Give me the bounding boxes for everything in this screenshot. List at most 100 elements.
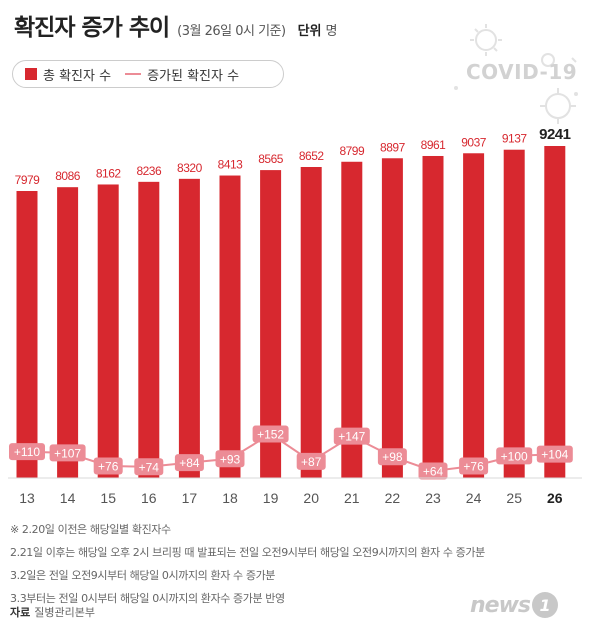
x-tick-label: 25 [506,490,522,506]
bar-value-label: 8565 [258,152,284,166]
bar [463,153,485,478]
bar [16,191,38,478]
x-tick-label: 18 [222,490,238,506]
bar [97,184,119,478]
increase-label: +87 [301,455,322,469]
legend: 총 확진자 수 증가된 확진자 수 [12,60,284,88]
bar-value-label: 8086 [55,169,81,183]
note-line: 3.2일은 전일 오전9시부터 해당일 0시까지의 환자 수 증가분 [10,569,276,582]
note-line: 3.3부터는 전일 0시부터 해당일 0시까지의 환자수 증가분 반영 [10,592,285,605]
x-tick-label: 22 [385,490,401,506]
increase-label-box [93,457,123,475]
virus-icon [454,24,578,124]
increase-label: +152 [257,428,284,442]
increase-label-box [333,427,370,445]
increase-label: +98 [382,450,403,464]
bar [381,158,403,479]
bar-value-label: 9037 [461,135,487,149]
source-value: 질병관리본부 [34,606,95,619]
increase-label: +64 [423,465,444,479]
x-tick-label: 24 [466,490,482,506]
bar [422,155,444,479]
note-line: 2.21일 이후는 해당일 오후 2시 브리핑 때 발표되는 전일 오전9시부터… [10,546,485,559]
chart-subtitle: (3월 26일 0시 기준) [177,24,286,39]
x-tick-label: 21 [344,490,360,506]
chart-area: 7979 8086 8162 8236 8320 8413 8565 8652 8799 8897… [8,126,582,506]
bar-value-label: 8162 [96,166,122,180]
legend-line-swatch [125,73,142,75]
increase-label-box [459,457,489,475]
increase-label: +76 [98,459,119,473]
increase-label: +110 [14,445,40,459]
increase-label: +100 [501,449,528,463]
increase-labels-group: +110 +107 +76 +74 +84 +93 +152 +87 +147 +98 +64 +76… [9,425,573,480]
logo-text: news [470,592,531,618]
increase-label-box [215,450,245,468]
bar [544,146,566,478]
bar [300,167,322,478]
bar-value-label: 9241 [539,126,571,143]
bar [178,178,200,478]
x-tick-label: 13 [19,490,35,506]
increase-label: +76 [463,459,484,473]
increase-label: +93 [220,452,241,466]
increase-label-box [174,454,204,472]
increase-label-box [377,448,407,466]
increase-label-box [296,452,326,470]
unit-note: 단위 명 [298,20,338,39]
x-tick-label: 23 [425,490,441,506]
logo-badge: 1 [532,592,559,618]
legend-item-bar: 총 확진자 수 [25,65,111,84]
unit-value: 명 [325,24,338,39]
x-tick-label: 20 [303,490,319,506]
increase-label-box [418,462,448,480]
legend-bar-label: 총 확진자 수 [43,68,112,84]
covid-text: COVID-19 [466,60,578,84]
bar-value-label: 8652 [299,149,325,163]
bar-value-label: 8897 [380,140,406,154]
increase-label-box [9,443,45,461]
title-row: 확진자 증가 추이 (3월 26일 0시 기준) 단위 명 [14,8,337,42]
x-tick-label: 26 [547,490,563,506]
bar-value-label: 8961 [421,138,447,152]
source-label: 자료 [10,606,31,619]
source: 자료 질병관리본부 [10,604,95,620]
bar [260,170,282,478]
bar [503,149,525,478]
bar [219,175,241,478]
legend-item-line: 증가된 확진자 수 [125,65,239,84]
bar [138,181,160,478]
x-tick-label: 16 [141,490,157,506]
increase-label: +104 [541,448,568,462]
bar-value-label: 8236 [136,164,162,178]
chart-title: 확진자 증가 추이 [14,15,170,41]
bar [57,187,79,478]
increase-label: +84 [179,456,200,470]
increase-label: +74 [139,460,160,474]
x-tick-label: 14 [60,490,76,506]
increase-label-box [252,425,289,443]
legend-bar-swatch [25,68,37,80]
legend-line-label: 증가된 확진자 수 [147,68,240,84]
bar-value-label: 7979 [15,173,41,187]
bar [341,161,363,479]
bar-value-label: 8413 [218,158,244,172]
increase-label: +147 [338,430,365,444]
bars-group [16,146,566,479]
news1-logo: news 1 [470,592,559,618]
unit-label: 단위 [297,24,322,39]
note-line: ※ 2.20일 이전은 해당일별 확진자수 [10,523,171,536]
x-tick-label: 15 [100,490,116,506]
increase-label: +107 [54,446,81,460]
notes: ※ 2.20일 이전은 해당일별 확진자수 2.21일 이후는 해당일 오후 2… [10,518,485,610]
x-ticks-group: 13 14 15 16 17 18 19 20 21 22 23 24 25 26 [19,490,563,506]
increase-label-box [536,445,573,463]
bar-value-label: 8320 [177,161,203,175]
x-tick-label: 19 [263,490,279,506]
bar-value-label: 9137 [502,132,528,146]
x-tick-label: 17 [182,490,198,506]
increase-label-box [496,447,533,465]
bar-labels-group: 7979 8086 8162 8236 8320 8413 8565 8652 8799 8897… [15,126,571,187]
increase-label-box [134,458,164,476]
